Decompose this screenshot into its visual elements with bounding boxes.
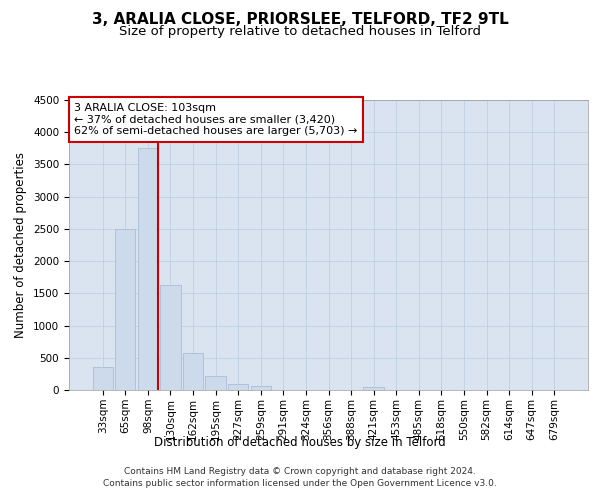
Text: 3, ARALIA CLOSE, PRIORSLEE, TELFORD, TF2 9TL: 3, ARALIA CLOSE, PRIORSLEE, TELFORD, TF2… [92,12,508,28]
Text: Size of property relative to detached houses in Telford: Size of property relative to detached ho… [119,25,481,38]
Y-axis label: Number of detached properties: Number of detached properties [14,152,28,338]
Bar [183,353,203,390]
Text: Distribution of detached houses by size in Telford: Distribution of detached houses by size … [154,436,446,449]
Bar [138,148,158,390]
Bar [251,386,271,390]
Bar [205,376,226,390]
Text: Contains HM Land Registry data © Crown copyright and database right 2024.
Contai: Contains HM Land Registry data © Crown c… [103,466,497,487]
Text: 3 ARALIA CLOSE: 103sqm
← 37% of detached houses are smaller (3,420)
62% of semi-: 3 ARALIA CLOSE: 103sqm ← 37% of detached… [74,103,358,136]
Bar [364,387,384,390]
Bar [115,229,136,390]
Bar [228,384,248,390]
Bar [92,368,113,390]
Bar [160,286,181,390]
